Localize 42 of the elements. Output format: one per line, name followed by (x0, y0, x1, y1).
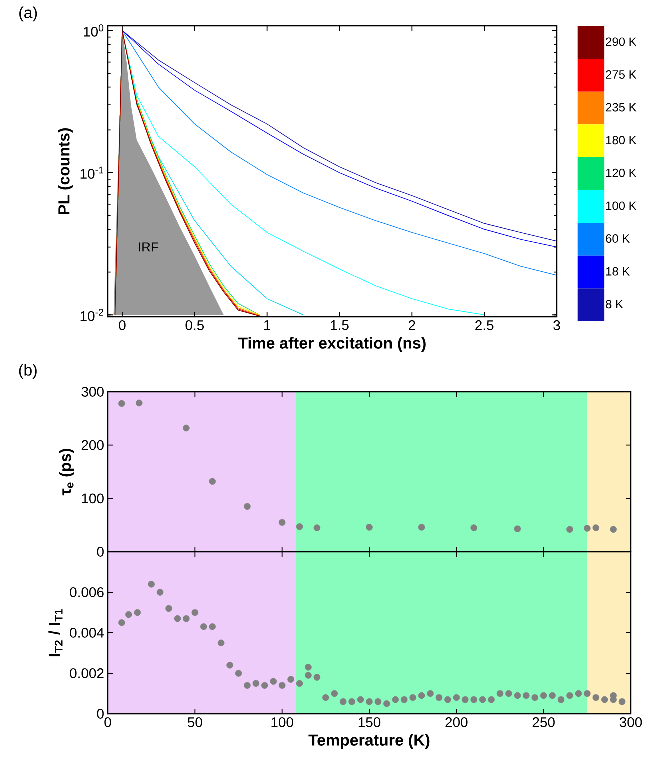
y-tick-label: 200 (82, 440, 104, 450)
y-tick-label: 100 (82, 494, 104, 504)
x-tick-label: 100 (272, 718, 294, 728)
y-tick-label: 0 (97, 709, 104, 719)
y-tick-label: 0.004 (70, 628, 104, 638)
legend-label: 100 K (606, 202, 637, 210)
y-tick-label: 10$^{0}$ (84, 24, 104, 37)
x-axis-title: Time after excitation (ns) (238, 337, 426, 352)
y-tick-label: 0.006 (70, 588, 104, 598)
y-tick-label: 0.002 (70, 668, 104, 678)
x-tick-label: 0 (119, 320, 126, 330)
legend-label: 275 K (606, 70, 637, 79)
chart-title: (a) (20, 6, 38, 22)
legend-label: 120 K (606, 168, 637, 178)
legend-label: 180 K (606, 136, 637, 145)
x-tick-label: 2.5 (476, 320, 494, 330)
y-tick-label: 300 (82, 387, 104, 397)
legend-label: 60 K (606, 234, 630, 243)
x-tick-label: 250 (532, 718, 555, 728)
legend-label: 290 K (606, 38, 637, 46)
annotation: IRF (139, 242, 158, 252)
y-axis-title: I$_{T2}$ / I$_{T1}$ (48, 609, 63, 657)
x-tick-label: 150 (358, 718, 381, 728)
chart-title: (b) (19, 364, 37, 380)
x-tick-label: 1.5 (331, 320, 349, 330)
legend-label: 8 K (606, 300, 624, 309)
y-tick-label: 0 (97, 547, 104, 557)
y-tick-label: 10$^{-1}$ (80, 166, 104, 179)
x-tick-label: 200 (446, 718, 468, 728)
legend-label: 235 K (606, 103, 637, 112)
x-tick-label: 0.5 (186, 320, 204, 330)
y-axis-title: τ$_{e}$ (ps) (60, 449, 74, 496)
x-axis-title: Temperature (K) (308, 734, 430, 750)
legend-label: 18 K (606, 267, 630, 276)
y-tick-label: 10$^{-2}$ (80, 309, 104, 322)
x-tick-label: 1 (264, 320, 271, 330)
x-tick-label: 300 (620, 718, 642, 728)
y-axis-title: PL (counts) (58, 128, 73, 214)
x-tick-label: 0 (104, 718, 112, 728)
x-tick-label: 50 (188, 718, 202, 728)
x-tick-label: 2 (408, 320, 416, 330)
x-tick-label: 3 (554, 320, 560, 330)
